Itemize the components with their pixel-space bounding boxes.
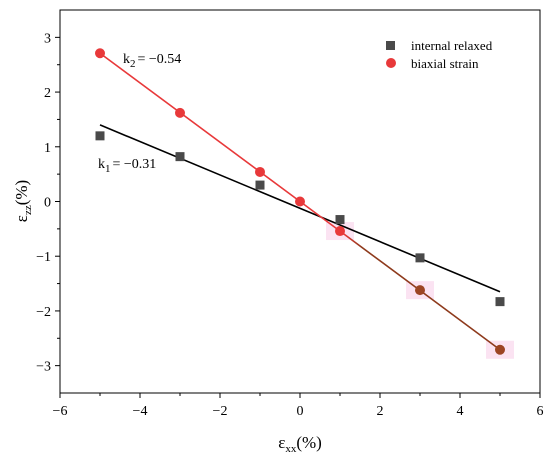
x-axis-label-unit: (%)	[296, 433, 321, 452]
point-biaxial-strain-2	[255, 166, 265, 177]
point-internal-relaxed-2	[255, 180, 265, 190]
legend: internal relaxed biaxial strain	[386, 38, 493, 71]
point-internal-relaxed-0	[95, 131, 105, 141]
x-tick-label-0: −6	[53, 404, 68, 419]
x-tick-label-5: 4	[457, 404, 464, 419]
point-internal-relaxed-3	[335, 215, 345, 225]
y-tick-label-3: 0	[44, 196, 51, 211]
y-axis-label-unit: (%)	[12, 180, 31, 205]
fit-line-biaxial-strain-lower	[323, 218, 501, 351]
point-biaxial-strain-5	[415, 285, 425, 296]
k2-annotation: k2 = −0.54	[123, 52, 181, 70]
legend-marker-biaxial-strain	[386, 58, 396, 68]
y-axis-label-sub: zz	[22, 205, 34, 215]
point-internal-relaxed-4	[415, 253, 425, 263]
x-axis-label: εxx(%)	[278, 433, 322, 455]
x-tick-label-4: 2	[377, 404, 384, 419]
y-tick-label-5: −2	[36, 305, 51, 320]
y-tick-label-6: −3	[36, 360, 51, 375]
x-axis-label-sub: xx	[285, 443, 297, 455]
point-biaxial-strain-4	[335, 226, 345, 237]
legend-label-biaxial-strain: biaxial strain	[411, 56, 479, 71]
k1-annotation-prefix: k	[98, 157, 105, 172]
x-tick-label-6: 6	[537, 404, 544, 419]
x-axis-label-main: ε	[278, 433, 285, 452]
y-tick-label-0: 3	[44, 31, 51, 46]
point-biaxial-strain-1	[175, 107, 185, 118]
point-biaxial-strain-6	[495, 344, 505, 355]
k2-annotation-value: = −0.54	[138, 52, 182, 67]
legend-label-internal-relaxed: internal relaxed	[411, 38, 493, 53]
k1-annotation: k1 = −0.31	[98, 157, 156, 175]
fit-line-internal-relaxed	[99, 124, 501, 293]
point-internal-relaxed-5	[495, 297, 505, 307]
y-axis-label-main: ε	[12, 215, 31, 222]
x-tick-label-2: −2	[213, 404, 228, 419]
y-axis-label: εzz(%)	[12, 180, 34, 222]
fit-line-biaxial-strain	[99, 52, 325, 220]
point-biaxial-strain-3	[295, 196, 305, 207]
k1-annotation-sub: 1	[105, 163, 111, 175]
x-tick-label-3: 0	[297, 404, 304, 419]
k1-annotation-value: = −0.31	[113, 157, 157, 172]
y-tick-label-2: 1	[44, 141, 51, 156]
legend-marker-internal-relaxed	[386, 41, 395, 50]
point-biaxial-strain-0	[95, 48, 105, 59]
x-tick-label-1: −4	[133, 404, 148, 419]
plot-area: −6 −4 −2 0 2 4 6 3 2 1 0 −1 −2 −3	[36, 9, 544, 419]
k2-annotation-sub: 2	[130, 58, 136, 70]
k2-annotation-prefix: k	[123, 52, 130, 67]
y-tick-label-4: −1	[36, 250, 51, 265]
point-internal-relaxed-1	[175, 152, 185, 162]
y-tick-label-1: 2	[44, 86, 51, 101]
